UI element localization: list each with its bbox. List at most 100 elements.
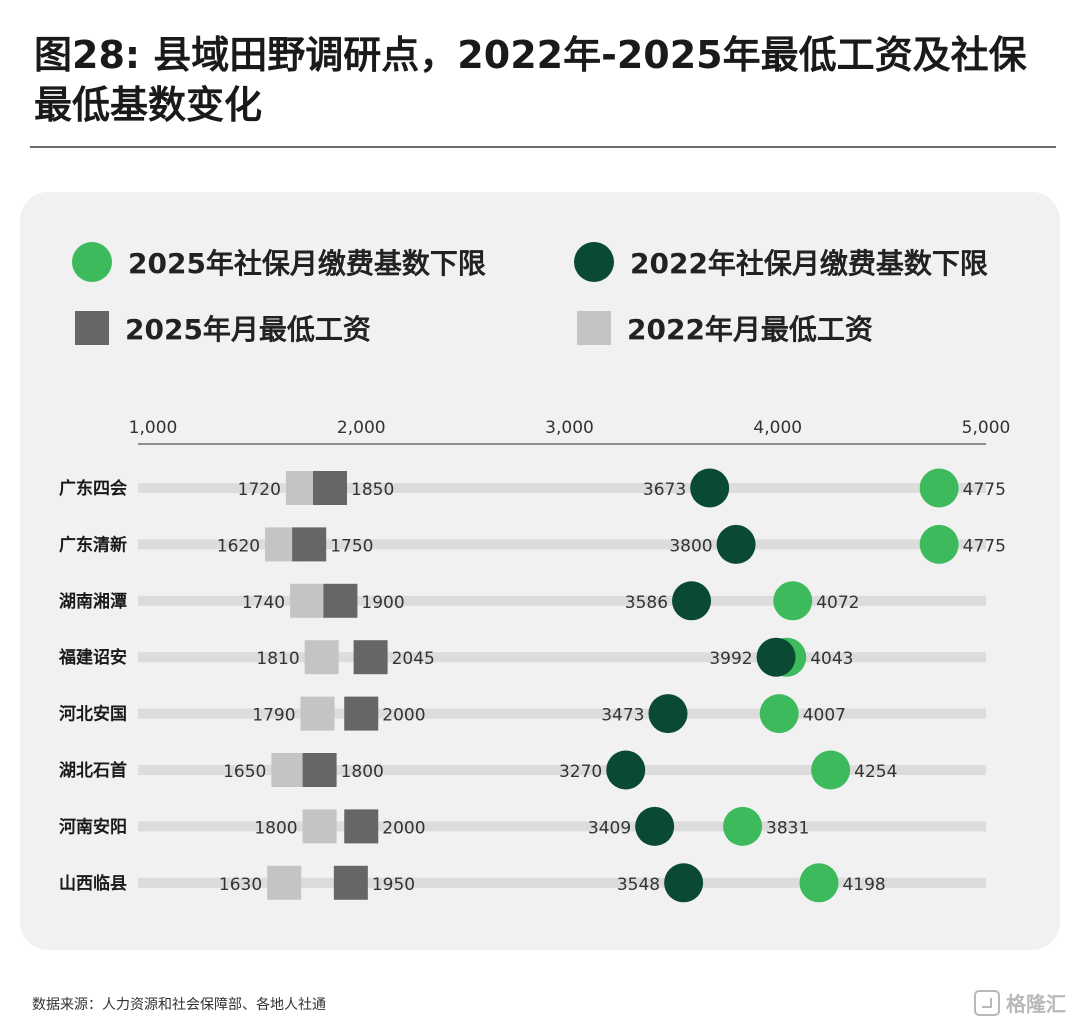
social-2022-dot [606,750,646,790]
wage-2025-label: 1950 [372,875,415,895]
watermark: 格隆汇 [974,988,1066,1017]
wage-2022-square [304,640,339,675]
wage-2025-square [344,696,379,731]
wage-2022-square [290,583,325,618]
wage-2025-square [292,527,327,562]
wage-2025-square [323,583,358,618]
row-track [138,595,986,606]
social-2022-label: 3548 [617,875,660,895]
category-label: 湖北石首 [59,760,127,781]
wage-2022-square [267,865,302,900]
social-2022-dot [756,637,796,677]
wage-2022-square [300,696,335,731]
category-label: 广东清新 [59,534,127,555]
wage-2025-square [344,809,379,844]
social-2025-label: 4775 [963,536,1006,556]
social-2022-label: 3673 [643,480,686,500]
social-2022-dot [635,806,675,846]
legend-label: 2022年社保月缴费基数下限 [630,247,988,280]
category-label: 河南安阳 [59,816,127,837]
wage-2022-label: 1800 [254,818,297,838]
watermark-logo-icon [974,989,1000,1016]
source-note: 数据来源：人力资源和社会保障部、各地人社通 [32,997,326,1013]
wage-2025-square [302,753,337,787]
legend-item-wage-2022: 2022年月最低工资 [577,306,873,350]
social-2022-label: 3270 [559,762,602,782]
x-tick-label: 4,000 [753,418,802,438]
wage-2022-label: 1620 [217,536,260,556]
wage-2022-label: 1790 [252,706,295,726]
wage-2025-square [333,865,368,900]
x-tick-label: 2,000 [337,418,386,438]
social-2025-label: 4775 [963,480,1006,500]
social-2025-dot [799,863,839,903]
category-label: 山西临县 [59,873,127,894]
wage-2025-square [353,640,388,675]
social-2025-label: 3831 [766,818,809,838]
legend-square-icon [75,311,109,345]
social-2022-dot [648,694,688,734]
social-2025-dot [759,694,799,734]
social-2022-label: 3473 [601,706,644,726]
legend-item-wage-2025: 2025年月最低工资 [75,306,371,350]
watermark-text: 格隆汇 [1006,992,1066,1016]
social-2025-label: 4072 [816,593,859,613]
row-track [138,821,986,832]
social-2022-label: 3992 [709,649,752,669]
wage-2025-label: 1900 [361,593,404,613]
row-track [138,708,986,719]
social-2025-label: 4198 [842,875,885,895]
wage-2025-label: 2045 [392,649,435,669]
wage-2022-square [271,753,306,787]
wage-2022-label: 1650 [223,762,266,782]
category-label: 广东四会 [59,478,127,499]
chart-title: 图28: 县域田野调研点，2022年-2025年最低工资及社保最低基数变化 [34,33,1027,127]
social-2025-label: 4007 [803,706,846,726]
wage-2022-label: 1740 [242,593,285,613]
social-2022-dot [690,468,730,508]
legend-item-social-2022: 2022年社保月缴费基数下限 [574,240,988,284]
legend-label: 2022年月最低工资 [627,313,873,346]
social-2022-dot [716,524,756,564]
wage-2025-label: 2000 [382,818,425,838]
row-track [138,765,986,775]
wage-2022-square [302,809,337,844]
social-2022-dot [664,863,704,903]
wage-2022-label: 1720 [238,480,281,500]
social-2025-dot [919,468,959,508]
legend-circle-icon [72,242,112,282]
category-label: 湖南湘潭 [59,591,127,612]
legend-item-social-2025: 2025年社保月缴费基数下限 [72,240,486,284]
x-tick-label: 5,000 [962,418,1011,438]
social-2022-label: 3800 [669,536,712,556]
social-2025-dot [773,581,813,621]
wage-2022-label: 1630 [219,875,262,895]
wage-2022-label: 1810 [256,649,299,669]
social-2025-dot [723,806,763,846]
row-track [138,877,986,888]
social-2022-label: 3409 [588,818,631,838]
x-tick-label: 3,000 [545,418,594,438]
social-2025-dot [919,524,959,564]
title-divider [30,146,1056,148]
row-track [138,483,986,493]
legend-square-icon [577,311,611,345]
wage-2025-label: 1800 [341,762,384,782]
social-2025-label: 4254 [854,762,897,782]
social-2025-label: 4043 [810,649,853,669]
social-2022-dot [672,581,712,621]
wage-2025-label: 2000 [382,706,425,726]
wage-2025-label: 1850 [351,480,394,500]
legend-label: 2025年社保月缴费基数下限 [128,247,486,280]
social-2025-dot [811,750,851,790]
social-2022-label: 3586 [625,593,668,613]
wage-2025-label: 1750 [330,536,373,556]
wage-2025-square [313,471,348,505]
row-track [138,652,986,663]
category-label: 河北安国 [59,704,127,725]
category-label: 福建诏安 [58,647,127,668]
row-track [138,539,986,550]
x-tick-label: 1,000 [129,418,178,438]
legend-label: 2025年月最低工资 [125,313,371,346]
